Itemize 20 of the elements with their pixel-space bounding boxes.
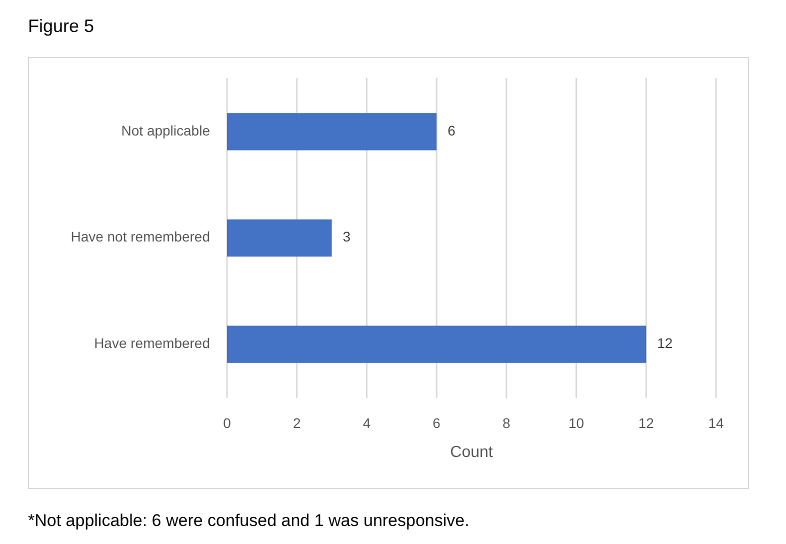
x-tick-label: 8 xyxy=(502,415,511,431)
x-tick-label: 12 xyxy=(638,415,654,431)
y-tick-label: Have not remembered xyxy=(70,228,210,245)
data-label: 12 xyxy=(657,335,673,352)
text: Figure 5 xyxy=(28,16,94,36)
x-tick-label: 2 xyxy=(292,415,301,431)
x-tick-label: 0 xyxy=(223,415,232,431)
y-tick-label: Have remembered xyxy=(94,335,210,352)
x-tick-label: 4 xyxy=(362,415,371,431)
bar xyxy=(227,113,437,150)
x-axis-title: Count xyxy=(450,444,494,461)
x-tick-label: 10 xyxy=(568,415,584,431)
text: *Not applicable: 6 were confused and 1 was unresponsive. xyxy=(28,511,470,530)
y-tick-label: Not applicable xyxy=(121,122,210,138)
x-tick-label: 14 xyxy=(708,415,724,431)
bar xyxy=(227,326,646,363)
data-label: 6 xyxy=(448,122,456,138)
bar xyxy=(227,219,332,257)
data-label: 3 xyxy=(342,228,351,245)
x-tick-label: 6 xyxy=(432,415,441,431)
